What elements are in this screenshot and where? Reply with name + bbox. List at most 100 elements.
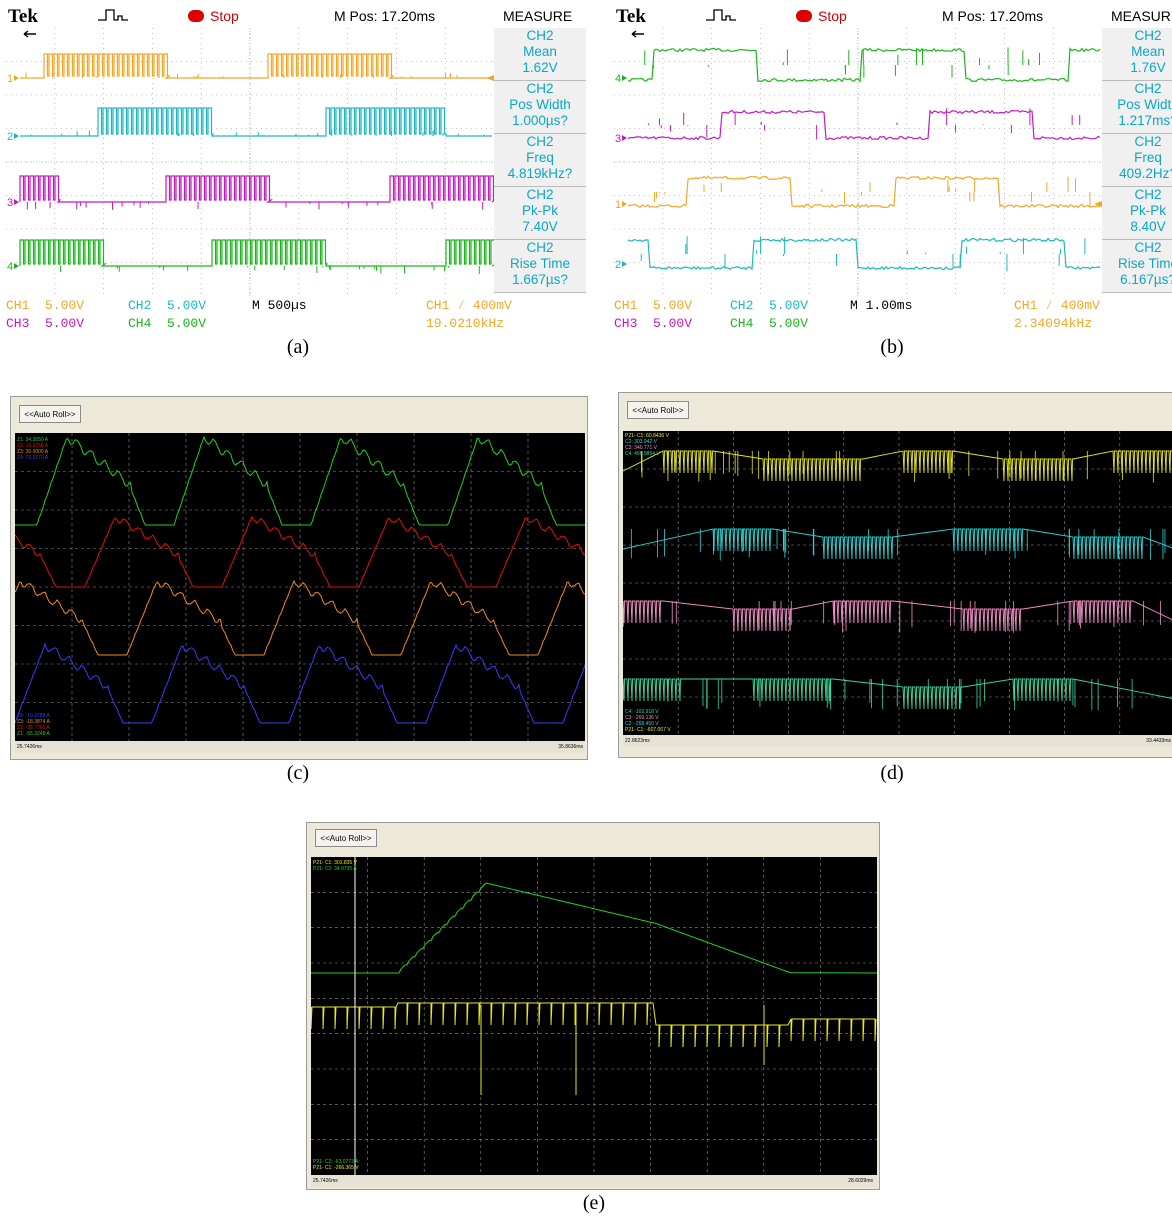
trace-ch4 (627, 47, 1101, 83)
stop-icon (796, 10, 812, 22)
measurement-3: CH2 Freq 4.819kHz? (494, 134, 586, 187)
trace-ch2 (627, 236, 1101, 272)
trace-z2 (15, 515, 585, 588)
measurement-name: Freq (526, 150, 554, 165)
measurement-ch: CH2 (526, 134, 554, 149)
measurement-name: Pk-Pk (521, 203, 558, 218)
measurement-ch: CH2 (1134, 240, 1162, 255)
measurement-value: 4.819kHz? (507, 166, 573, 181)
probe-label: C3: -269.136 V (625, 715, 659, 721)
ch2-scale: CH2 5.00V (128, 298, 207, 313)
probe-label: Z3: -18.3874 A (17, 719, 50, 725)
caption-d: (d) (880, 762, 904, 784)
measurement-value: 1.217ms? (1118, 113, 1172, 128)
auto-roll-button[interactable]: <<Auto Roll>> (19, 405, 81, 423)
scope-a-footer: CH1 5.00V CH2 5.00V M 500µs CH1 ∕ 400mV … (6, 298, 594, 338)
scope-a-measurements: CH2 Mean 1.62V CH2 Pos Width 1.000µs? CH2 Freq 4… (494, 28, 588, 296)
measurement-2: CH2 Pos Width 1.000µs? (494, 81, 586, 134)
measurement-ch: CH2 (526, 240, 554, 255)
probe-label: C2: 303.942 V (625, 439, 658, 445)
measure-title: MEASURE (1111, 8, 1172, 24)
scope-b-screen: 4 3 1 2 (614, 28, 1102, 296)
time-start: 25.7426ms (17, 744, 42, 750)
trace-z1 (15, 435, 585, 526)
auto-roll-button[interactable]: <<Auto Roll>> (315, 829, 377, 847)
scope-c: <<Auto Roll>> Z1: 34.3050 A Z2: 10.3758 A… (10, 396, 588, 760)
scope-c-plot: Z1: 34.3050 AZ2: 10.3758 AZ3: 30.0000 AZ… (15, 433, 585, 741)
trace-ch3 (19, 175, 494, 210)
scope-e-status: 25.7426ms 28.6029ms (311, 1175, 877, 1187)
trigger-frequency: 19.0210kHz (426, 316, 505, 331)
scope-d: <<Auto Roll>> P21- C1: 60.8436 V C2: 303.… (618, 392, 1172, 758)
timebase: M 500µs (252, 298, 307, 313)
trace-c3 (623, 600, 1172, 633)
scope-a: Tek Stop M Pos: 17.20ms MEASURE 1 2 3 4 CH2… (6, 6, 590, 332)
measurement-ch: CH2 (526, 81, 554, 96)
measurement-ch: CH2 (1134, 28, 1162, 43)
measurement-name: Pk-Pk (1129, 203, 1166, 218)
probe-label: Z2: -35.7760 A (17, 725, 50, 731)
measurement-name: Rise Time (509, 256, 570, 271)
probe-label: P21- C2: -63.0773 A (313, 1159, 359, 1165)
scope-d-status: 22.8623ms 33.4433ms (623, 735, 1172, 747)
trigger-frequency: 2.34094kHz (1014, 316, 1093, 331)
channel-marker: 4 (7, 261, 13, 273)
time-end: 33.4433ms (1146, 738, 1171, 744)
run-status: Stop (818, 8, 847, 24)
measurement-ch: CH2 (1134, 187, 1162, 202)
ch1-scale: CH1 5.00V (614, 298, 693, 313)
measurement-value: 1.000µs? (512, 113, 568, 128)
pulse-icon (98, 9, 128, 21)
trace-ch1 (627, 175, 1101, 209)
trace-z3 (15, 579, 585, 656)
pulse-icon (706, 9, 736, 21)
measurement-3: CH2 Freq 409.2Hz? (1102, 134, 1172, 187)
probe-label: P21- C1: 301.835 V (313, 860, 358, 866)
scope-a-screen: 1 2 3 4 (6, 28, 494, 296)
trace-ch1 (20, 53, 492, 79)
scope-b-header: Tek Stop M Pos: 17.20ms MEASURE (614, 6, 1172, 28)
trace-c4 (623, 678, 1172, 711)
probe-label: P21- C1: 60.8436 V (625, 433, 670, 439)
measurement-value: 7.40V (522, 219, 558, 234)
measurement-4: CH2 Pk-Pk 7.40V (494, 187, 586, 240)
trace-c1 (623, 450, 1172, 483)
ch2-scale: CH2 5.00V (730, 298, 809, 313)
probe-label: Z1: -55.3248 A (17, 731, 50, 737)
measurement-name: Pos Width (509, 97, 571, 112)
auto-roll-button[interactable]: <<Auto Roll>> (627, 401, 689, 419)
measurement-name: Freq (1134, 150, 1162, 165)
probe-label: P21- C2: 34.9735 A (313, 866, 357, 872)
probe-label: Z4: 75.3270 A (17, 455, 49, 461)
time-end: 35.8636ms (558, 744, 583, 750)
trace-ch2 (20, 107, 492, 137)
probe-label: Z4: -19.3788 A (17, 713, 50, 719)
channel-marker: 2 (615, 259, 621, 271)
trace-ch3 (627, 108, 1101, 141)
measurement-1: CH2 Mean 1.62V (494, 28, 586, 81)
probe-label: C3: 340.771 V (625, 445, 658, 451)
measurement-value: 409.2Hz? (1119, 166, 1172, 181)
measurement-ch: CH2 (526, 28, 554, 43)
channel-marker: 1 (7, 73, 13, 85)
probe-label: C2: -268.450 V (625, 721, 659, 727)
ch4-scale: CH4 5.00V (128, 316, 207, 331)
probe-label: C4: 466.9864 V (625, 451, 660, 457)
measurement-value: 1.62V (522, 60, 558, 75)
measurement-value: 1.76V (1130, 60, 1166, 75)
channel-marker: 2 (7, 131, 13, 143)
scope-b-footer: CH1 5.00V CH2 5.00V M 1.00ms CH1 ∕ 400mV… (614, 298, 1172, 338)
time-start: 25.7426ms (313, 1178, 338, 1184)
measurement-5: CH2 Rise Time 6.167µs? (1102, 240, 1172, 293)
trace-c2 (623, 528, 1172, 561)
m-pos: M Pos: 17.20ms (334, 8, 436, 24)
measurement-5: CH2 Rise Time 1.667µs? (494, 240, 586, 293)
trace-current (311, 882, 877, 974)
channel-marker: 1 (615, 199, 621, 211)
probe-label: Z3: 30.0000 A (17, 449, 49, 455)
caption-e: (e) (582, 1192, 606, 1214)
scope-b: Tek Stop M Pos: 17.20ms MEASURE 4 3 1 2 CH2… (614, 6, 1172, 332)
run-status: Stop (210, 8, 239, 24)
